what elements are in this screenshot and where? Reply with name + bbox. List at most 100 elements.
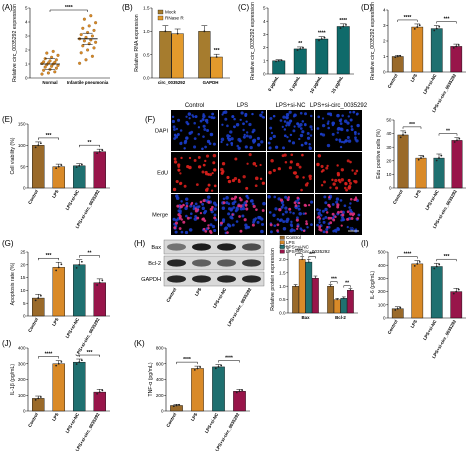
bar [451,140,463,189]
data-point [96,392,99,395]
micrograph-tile [219,152,266,193]
nucleus-dot [194,115,198,119]
nucleus-dot [193,137,197,141]
significance-bracket [49,9,88,12]
bar [272,60,286,75]
nucleus-dot [283,134,287,138]
nucleus-dot [280,205,284,209]
scale-bar-label: 50μm [348,225,360,230]
nucleus-dot [287,123,291,127]
significance-label: **** [404,252,412,258]
protein-band [192,243,211,251]
data-point [86,48,90,52]
data-point [308,261,310,263]
edu-dot [213,168,217,172]
nucleus-dot [309,134,313,137]
data-point [336,298,338,301]
data-point [101,389,104,392]
edu-dot [179,172,182,175]
nucleus-dot [295,216,299,220]
nucleus-dot [321,117,325,120]
data-point [80,359,83,362]
nucleus-dot [193,121,196,125]
significance-bracket [38,356,59,359]
data-point [402,134,404,136]
edu-dot [239,229,243,233]
band-label: Bax [151,245,161,251]
nucleus-dot [324,207,328,212]
data-point [457,288,460,291]
x-tick-label: Control [392,189,404,205]
edu-dot [347,186,351,190]
y-axis-label: Relative protein expression [270,248,276,311]
legend-label: LPS+si-circ_0035292 [286,249,330,254]
data-point [294,285,297,287]
nucleus-dot [284,206,288,210]
edu-dot [325,166,329,170]
edu-dot [204,159,207,163]
data-point [94,40,98,44]
edu-dot [177,168,181,172]
x-tick-label: LPS [190,412,199,422]
y-tick-label: 100 [18,143,26,148]
nucleus-dot [284,195,288,199]
nucleus-dot [272,134,276,139]
nucleus-dot [348,110,352,114]
legend-swatch [157,9,164,15]
significance-label: **** [183,357,191,363]
protein-band [192,259,211,267]
edu-dot [199,200,203,204]
data-point [43,57,47,61]
bar [52,166,65,189]
column-header: LPS+si-circ_0035292 [310,103,368,109]
nucleus-dot [173,128,176,131]
nucleus-dot [343,204,347,208]
significance-bracket [343,285,351,288]
edu-dot [188,156,192,160]
edu-dot [194,207,197,210]
panel-label-F: (F) [145,115,156,124]
nucleus-dot [281,203,285,207]
nucleus-dot [282,146,286,150]
data-point [96,152,99,155]
edu-dot [207,226,210,230]
x-tick-label: Control [165,412,177,428]
edu-dot [212,161,216,165]
significance-label: ** [345,281,349,287]
nucleus-dot [260,229,264,234]
nucleus-dot [211,112,215,116]
bar [32,398,45,412]
significance-label: **** [295,249,303,255]
nucleus-dot [285,113,290,117]
edu-dot [177,213,181,217]
nucleus-dot [243,133,246,137]
nucleus-dot [242,128,245,132]
lane-label: LPS+si-NC [212,286,228,309]
data-point [89,14,93,18]
data-point [55,364,58,367]
nucleus-dot [339,118,343,121]
data-point [39,142,42,145]
data-point [40,72,44,76]
nucleus-dot [226,136,230,140]
x-tick-label: Control [386,319,398,335]
data-point [172,405,175,408]
nucleus-dot [226,124,229,128]
y-tick-label: 500 [378,250,386,255]
nucleus-dot [206,195,211,199]
edu-dot [351,214,355,217]
edu-dot [226,175,230,180]
edu-dot [346,159,350,163]
edu-dot [294,204,298,207]
data-point [456,139,458,142]
y-tick-label: 3 [263,32,266,37]
bar [336,26,350,75]
protein-band [242,243,261,251]
nucleus-dot [309,125,313,129]
edu-dot [334,178,338,183]
edu-dot [288,166,292,170]
nucleus-dot [286,135,289,139]
data-point [417,158,420,161]
chart-k: 0 200 400 600 800 TNF-α (pg/mL) **** **** Contro… [148,346,250,451]
nucleus-dot [289,228,294,233]
